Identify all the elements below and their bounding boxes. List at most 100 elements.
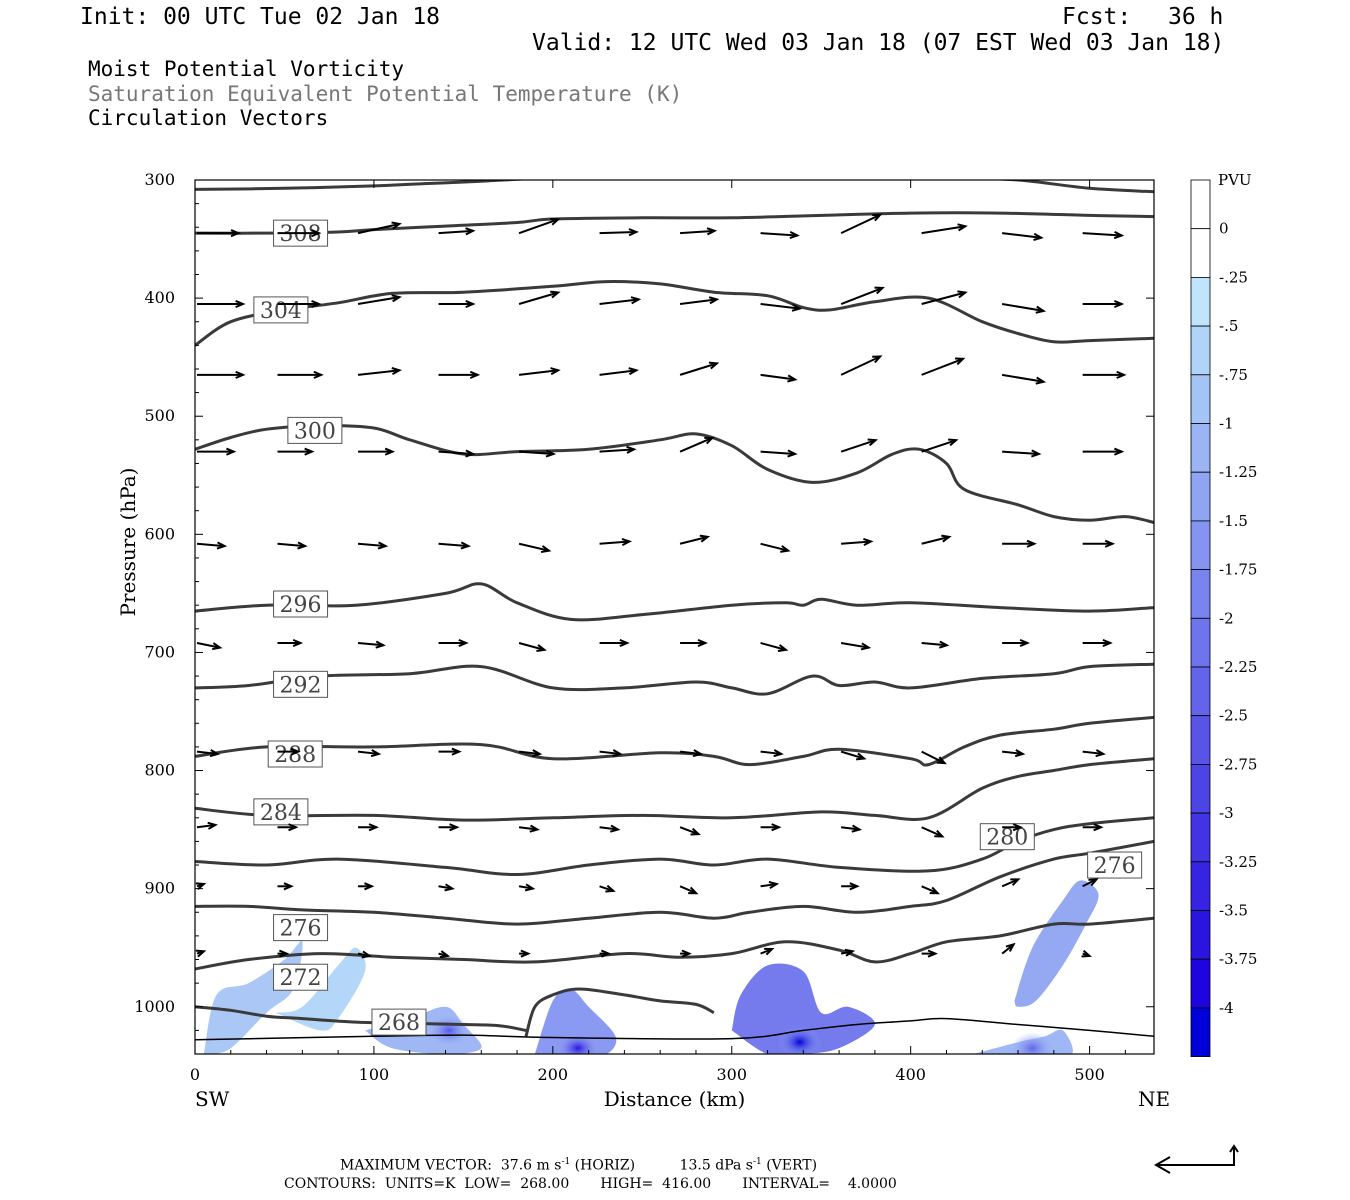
field-theta-es: Saturation Equivalent Potential Temperat… — [88, 82, 683, 106]
colorbar-cell — [1190, 228, 1211, 278]
contour-label: 280 — [986, 826, 1028, 851]
contour-label-box — [253, 798, 309, 826]
theta-es-contour — [195, 662, 1154, 696]
colorbar-cell — [1190, 764, 1211, 814]
circulation-vector — [518, 749, 543, 758]
circulation-vector — [357, 294, 402, 305]
circulation-vector — [840, 948, 856, 957]
circulation-vector — [760, 303, 803, 312]
circulation-vector — [197, 229, 241, 238]
circulation-vector — [921, 750, 947, 765]
colorbar-level: -.75 — [1219, 366, 1248, 384]
circulation-vector — [599, 367, 639, 376]
contour-label: 284 — [260, 801, 302, 826]
circulation-vector — [599, 949, 612, 958]
colorbar-level: -.25 — [1219, 268, 1248, 286]
contour-label: 296 — [280, 593, 322, 618]
circulation-vector — [1082, 638, 1113, 648]
colorbar-cell — [1190, 812, 1211, 863]
colorbar-level: -3.5 — [1219, 902, 1248, 920]
axes: 300 400 500 600 700 800 900 1000 0 100 200 300 400 50… — [116, 170, 1170, 1111]
colorbar-level: -1.75 — [1219, 561, 1257, 579]
circulation-vector — [277, 949, 290, 958]
theta-es-contour — [195, 916, 1154, 971]
y-tick-label: 800 — [144, 761, 175, 780]
theta-es-contour — [195, 839, 1154, 926]
field-circulation: Circulation Vectors — [88, 106, 329, 130]
circulation-vector — [841, 537, 874, 547]
circulation-vector — [518, 542, 552, 554]
circulation-vector — [357, 541, 389, 550]
pv-region — [1014, 880, 1099, 1007]
circulation-vector — [760, 823, 782, 832]
theta-es-contour — [195, 424, 1154, 524]
circulation-vector — [438, 950, 451, 959]
colorbar-level: -2.5 — [1219, 707, 1248, 725]
circulation-vector — [679, 534, 711, 545]
reference-vector-head-horiz — [1153, 1156, 1171, 1174]
colorbar-cell — [1190, 374, 1211, 424]
circulation-vector — [679, 826, 701, 836]
circulation-vector — [1001, 878, 1021, 888]
contour-label: 304 — [260, 299, 302, 324]
circulation-vector — [277, 638, 304, 648]
circulation-vector — [518, 642, 547, 652]
colorbar-cell — [1190, 958, 1211, 1009]
colorbar-level: -1.25 — [1219, 463, 1257, 481]
contour-label-box — [267, 740, 323, 768]
contour-label: 300 — [294, 419, 336, 444]
circulation-vector — [518, 367, 561, 376]
circulation-vector — [438, 823, 460, 832]
circulation-vector — [195, 882, 207, 891]
colorbar-cell — [1190, 569, 1211, 619]
pv-core — [1010, 1032, 1055, 1054]
x-tick-label: 300 — [716, 1065, 747, 1084]
colorbar-level: -2.25 — [1219, 658, 1257, 676]
contour-label-box — [287, 416, 343, 444]
contour-label: 276 — [280, 917, 322, 942]
circulation-vector — [760, 230, 800, 240]
max-vector-line: MAXIMUM VECTOR: 37.6 m s-1 (HORIZ) 13.5 … — [340, 1157, 817, 1174]
circulation-vector — [599, 228, 639, 237]
circulation-vector — [196, 642, 223, 651]
theta-es-contour — [524, 987, 715, 1037]
circulation-vector — [841, 882, 860, 891]
circulation-vector — [599, 749, 623, 758]
colorbar-level: 0 — [1219, 220, 1229, 238]
colorbar-level: -2.75 — [1219, 755, 1257, 773]
circulation-vector — [840, 750, 867, 761]
colorbar-cell — [1190, 861, 1211, 911]
colorbar-level: -3.75 — [1219, 950, 1257, 968]
circulation-vector — [1082, 823, 1104, 832]
circulation-vector — [840, 213, 883, 235]
contour-label: 268 — [378, 1011, 420, 1036]
x-tick-label: 400 — [895, 1065, 926, 1084]
circulation-vector — [438, 370, 481, 379]
init-time: Init: 00 UTC Tue 02 Jan 18 — [80, 4, 441, 30]
circulation-vector — [1001, 373, 1047, 385]
circulation-vector — [518, 883, 536, 892]
circulation-vector — [357, 950, 373, 959]
circulation-vector — [921, 290, 968, 305]
contours-interval-value: 4.0000 — [847, 1176, 897, 1192]
circulation-vector — [357, 221, 402, 235]
circulation-vector — [840, 641, 872, 651]
circulation-vector — [921, 826, 945, 838]
colorbar-level: -.5 — [1219, 317, 1238, 335]
circulation-vector — [1081, 949, 1092, 958]
circulation-vector — [760, 880, 780, 889]
circulation-vector — [1082, 370, 1127, 379]
circulation-vector — [197, 299, 246, 309]
circulation-vector — [680, 227, 718, 236]
circulation-vector — [277, 882, 294, 891]
circulation-vector — [679, 885, 699, 895]
circulation-vector — [840, 824, 863, 833]
y-tick-label: 700 — [144, 642, 175, 661]
contour-label-box — [371, 1008, 427, 1036]
circulation-vector — [679, 361, 720, 376]
circulation-vector — [1082, 539, 1116, 548]
circulation-vector — [358, 823, 379, 832]
contours-high-value: 416.00 — [662, 1176, 712, 1192]
colorbar-title: PVU — [1218, 171, 1252, 189]
